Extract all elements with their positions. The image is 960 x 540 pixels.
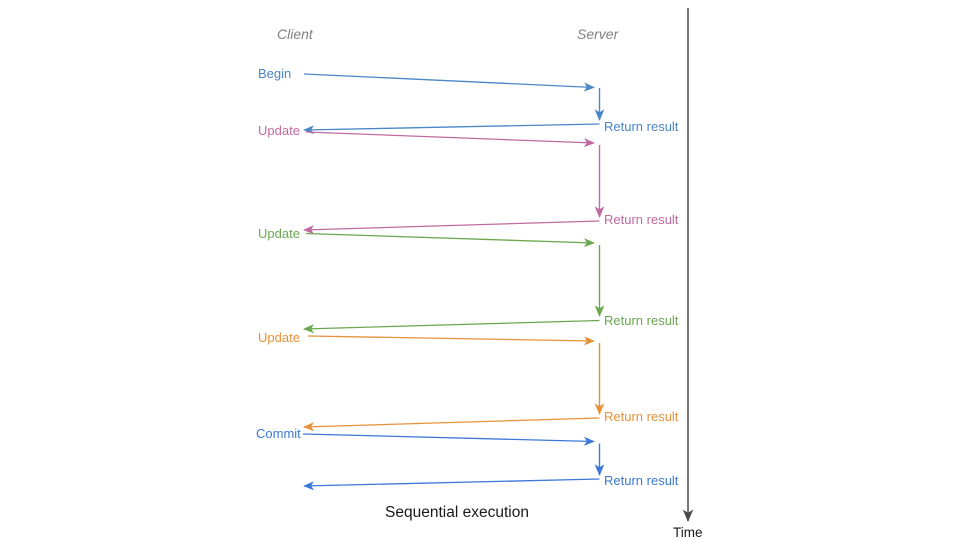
server-column-label: Server: [577, 26, 620, 42]
request-arrow: [302, 433, 595, 446]
request-arrow: [303, 73, 595, 92]
request-label: Update: [258, 330, 300, 345]
transaction-update-2: Update Return result: [258, 226, 679, 334]
return-arrow: [303, 220, 600, 235]
diagram-title: Sequential execution: [385, 504, 529, 521]
request-label: Update: [258, 123, 300, 138]
return-result-label: Return result: [604, 313, 679, 328]
return-arrow: [303, 319, 600, 334]
request-label: Update: [258, 226, 300, 241]
transaction-begin: Begin Return result: [258, 66, 679, 135]
return-arrow: [303, 478, 600, 491]
request-label: Commit: [256, 426, 301, 441]
return-result-label: Return result: [604, 409, 679, 424]
return-arrow: [303, 417, 600, 432]
return-result-label: Return result: [604, 473, 679, 488]
transaction-update-1: Update Return result: [258, 123, 679, 235]
return-arrow: [303, 123, 600, 135]
request-arrow: [305, 131, 595, 148]
return-result-label: Return result: [604, 119, 679, 134]
transaction-commit: Commit Return result: [256, 426, 679, 491]
client-column-label: Client: [277, 26, 314, 42]
request-arrow: [305, 232, 595, 248]
request-arrow: [307, 335, 595, 346]
transaction-update-3: Update Return result: [258, 330, 679, 432]
return-result-label: Return result: [604, 212, 679, 227]
time-axis-label: Time: [673, 525, 703, 540]
request-label: Begin: [258, 66, 291, 81]
